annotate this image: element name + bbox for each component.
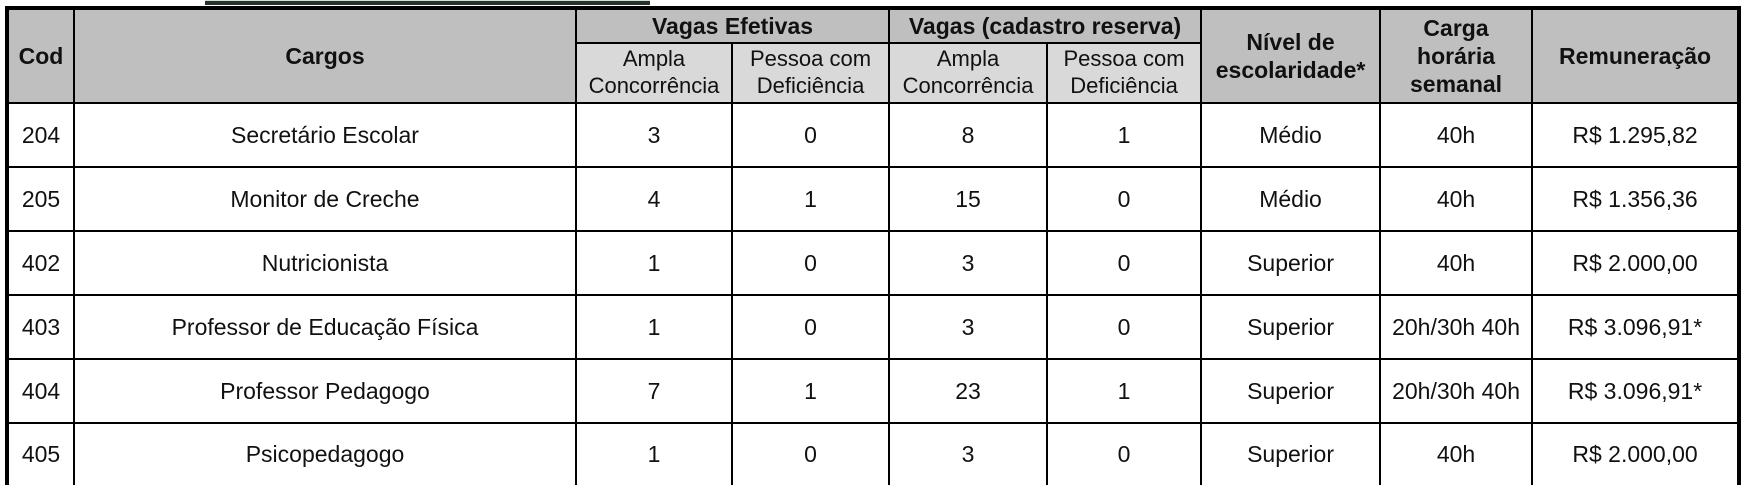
- cell-reserva-pcd: 0: [1046, 421, 1203, 485]
- cell-nivel: Superior: [1200, 357, 1382, 424]
- cell-remuneracao: R$ 2.000,00: [1531, 229, 1741, 296]
- cell-cod: 403: [6, 293, 75, 360]
- subheader-reserva-pcd: Pessoa com Deficiência: [1046, 42, 1203, 104]
- highlight-artifact-strip: [205, 0, 650, 5]
- cell-efetivas-pcd: 0: [730, 293, 891, 360]
- cell-carga: 40h: [1379, 101, 1534, 168]
- cell-remuneracao: R$ 1.356,36: [1531, 165, 1741, 232]
- table-row: 403 Professor de Educação Física 1 0 3 0…: [6, 293, 1741, 360]
- cell-nivel: Médio: [1200, 165, 1382, 232]
- col-header-carga-horaria: Carga horária semanal: [1379, 7, 1534, 104]
- cell-efetivas-ampla: 3: [575, 101, 733, 168]
- cell-efetivas-ampla: 7: [575, 357, 733, 424]
- table-header: Cod Cargos Vagas Efetivas Vagas (cadastr…: [6, 6, 1741, 104]
- group-header-vagas-reserva: Vagas (cadastro reserva): [888, 6, 1203, 45]
- cell-carga: 40h: [1379, 421, 1534, 485]
- cell-remuneracao: R$ 2.000,00: [1531, 421, 1741, 485]
- cell-reserva-ampla: 3: [888, 229, 1049, 296]
- cell-reserva-pcd: 0: [1046, 293, 1203, 360]
- cell-reserva-pcd: 1: [1046, 101, 1203, 168]
- table-body: 204 Secretário Escolar 3 0 8 1 Médio 40h…: [6, 101, 1741, 485]
- cell-efetivas-ampla: 1: [575, 229, 733, 296]
- cell-reserva-ampla: 3: [888, 293, 1049, 360]
- col-header-cod: Cod: [6, 7, 75, 104]
- cell-cargo: Professor Pedagogo: [73, 357, 577, 424]
- cell-nivel: Superior: [1200, 421, 1382, 485]
- table-row: 405 Psicopedagogo 1 0 3 0 Superior 40h R…: [6, 421, 1741, 485]
- vacancies-table: Cod Cargos Vagas Efetivas Vagas (cadastr…: [5, 6, 1742, 485]
- cell-reserva-pcd: 1: [1046, 357, 1203, 424]
- subheader-efetivas-pcd: Pessoa com Deficiência: [730, 42, 891, 104]
- cell-carga: 20h/30h 40h: [1379, 357, 1534, 424]
- subheader-efetivas-ampla: Ampla Concorrência: [575, 42, 733, 104]
- cell-efetivas-pcd: 1: [730, 165, 891, 232]
- col-header-remuneracao: Remuneração: [1531, 7, 1741, 104]
- cell-efetivas-pcd: 0: [730, 421, 891, 485]
- cell-reserva-pcd: 0: [1046, 229, 1203, 296]
- cell-cargo: Monitor de Creche: [73, 165, 577, 232]
- cell-remuneracao: R$ 3.096,91*: [1531, 293, 1741, 360]
- cell-remuneracao: R$ 1.295,82: [1531, 101, 1741, 168]
- cell-reserva-ampla: 15: [888, 165, 1049, 232]
- header-row-groups: Cod Cargos Vagas Efetivas Vagas (cadastr…: [6, 6, 1741, 104]
- cell-cod: 402: [6, 229, 75, 296]
- cell-efetivas-ampla: 4: [575, 165, 733, 232]
- cell-efetivas-pcd: 1: [730, 357, 891, 424]
- cell-cargo: Nutricionista: [73, 229, 577, 296]
- cell-cargo: Professor de Educação Física: [73, 293, 577, 360]
- cell-reserva-pcd: 0: [1046, 165, 1203, 232]
- cell-efetivas-pcd: 0: [730, 101, 891, 168]
- cell-cod: 205: [6, 165, 75, 232]
- col-header-nivel-escolaridade: Nível de escolaridade*: [1200, 7, 1382, 104]
- cell-nivel: Superior: [1200, 293, 1382, 360]
- group-header-vagas-efetivas: Vagas Efetivas: [574, 6, 891, 45]
- cell-cod: 404: [6, 357, 75, 424]
- cell-cargo: Psicopedagogo: [73, 421, 577, 485]
- cell-nivel: Superior: [1200, 229, 1382, 296]
- col-header-cargos: Cargos: [73, 7, 577, 104]
- cell-cargo: Secretário Escolar: [73, 101, 577, 168]
- cell-reserva-ampla: 23: [888, 357, 1049, 424]
- cell-nivel: Médio: [1200, 101, 1382, 168]
- cell-carga: 40h: [1379, 165, 1534, 232]
- subheader-reserva-ampla: Ampla Concorrência: [888, 42, 1049, 104]
- cell-efetivas-ampla: 1: [575, 293, 733, 360]
- cell-efetivas-pcd: 0: [730, 229, 891, 296]
- cell-reserva-ampla: 3: [888, 421, 1049, 485]
- table-row: 205 Monitor de Creche 4 1 15 0 Médio 40h…: [6, 165, 1741, 232]
- cell-carga: 20h/30h 40h: [1379, 293, 1534, 360]
- cell-efetivas-ampla: 1: [575, 421, 733, 485]
- cell-carga: 40h: [1379, 229, 1534, 296]
- table-row: 404 Professor Pedagogo 7 1 23 1 Superior…: [6, 357, 1741, 424]
- table-row: 402 Nutricionista 1 0 3 0 Superior 40h R…: [6, 229, 1741, 296]
- cell-reserva-ampla: 8: [888, 101, 1049, 168]
- cell-cod: 204: [6, 101, 75, 168]
- cell-remuneracao: R$ 3.096,91*: [1531, 357, 1741, 424]
- cell-cod: 405: [6, 421, 75, 485]
- header-row-subcolumns: Ampla Concorrência Pessoa com Deficiênci…: [7, 42, 1739, 104]
- table-row: 204 Secretário Escolar 3 0 8 1 Médio 40h…: [6, 101, 1741, 168]
